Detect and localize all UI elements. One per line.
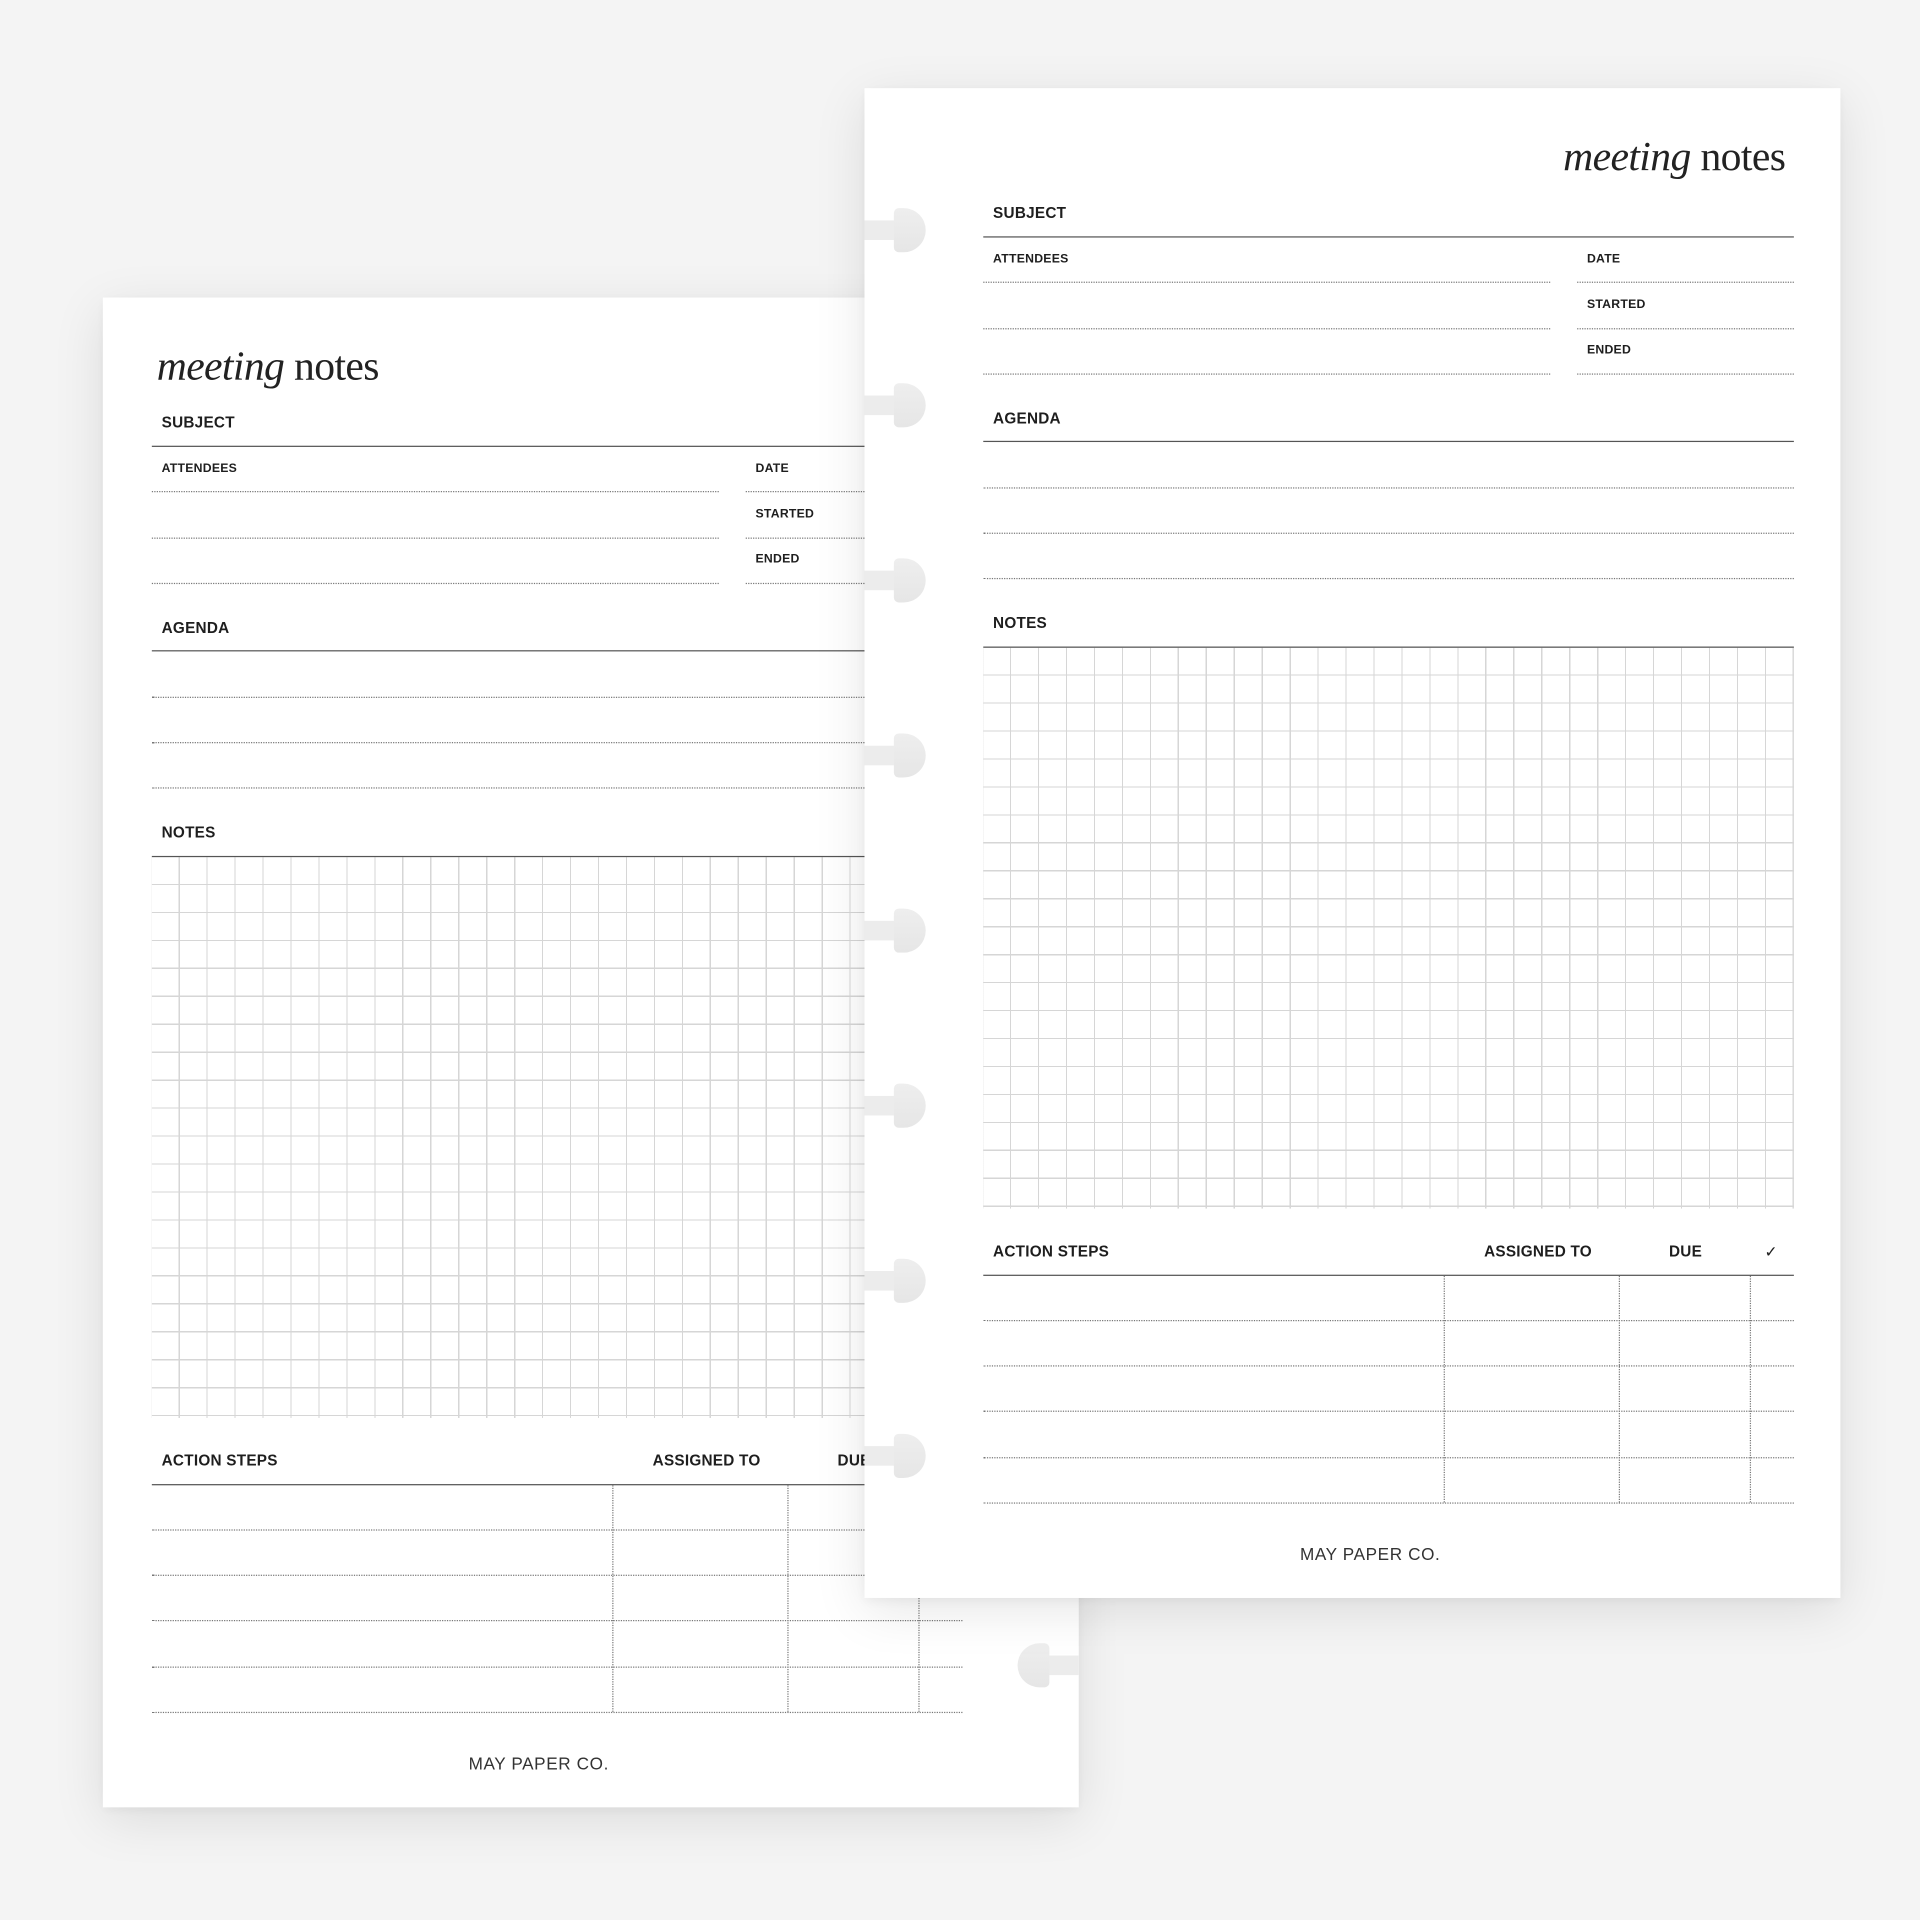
attendees-line: [983, 373, 1551, 375]
action-row-line: [151, 1574, 963, 1576]
action-row-line: [983, 1320, 1794, 1322]
attendees-line: [983, 328, 1551, 330]
action-column-divider: [918, 1485, 920, 1712]
attendees-line: [983, 281, 1551, 283]
agenda-row-line: [151, 696, 963, 698]
action-row-line: [983, 1365, 1794, 1367]
agenda-line: [151, 650, 963, 652]
attendees-label: ATTENDEES: [161, 462, 238, 476]
attendees-line: [151, 537, 719, 539]
time-field-line: [1577, 328, 1794, 330]
agenda-label: AGENDA: [993, 410, 1061, 428]
attendees-line: [151, 491, 719, 493]
time-field-line: [1577, 281, 1794, 283]
action-row-line: [151, 1620, 963, 1622]
disc-binding-tab-icon: [864, 908, 926, 953]
agenda-row-line: [983, 532, 1794, 534]
notes-line: [151, 855, 963, 858]
disc-binding-tab-icon: [864, 383, 926, 428]
action-row-line: [151, 1666, 963, 1668]
time-field-line: [1577, 373, 1794, 375]
notes-grid: [151, 857, 963, 1418]
due-label: DUE: [837, 1452, 871, 1470]
disc-binding-tab-icon: [864, 208, 926, 253]
subject-label: SUBJECT: [161, 413, 235, 432]
title-regular: notes: [1700, 134, 1786, 181]
disc-binding-tab-icon: [864, 733, 926, 778]
assigned-to-label: ASSIGNED TO: [1484, 1242, 1592, 1261]
footer-brand: MAY PAPER CO.: [1300, 1544, 1441, 1564]
footer-brand: MAY PAPER CO.: [468, 1753, 609, 1774]
ended-label: ENDED: [1586, 343, 1632, 357]
notes-line: [983, 646, 1794, 648]
action-steps-line: [151, 1484, 963, 1486]
date-label: DATE: [755, 462, 789, 476]
notes-label: NOTES: [161, 824, 216, 842]
started-label: STARTED: [755, 507, 815, 522]
due-label: DUE: [1668, 1242, 1703, 1261]
disc-binding-tab-icon: [864, 1258, 926, 1303]
notes-grid: [983, 647, 1794, 1209]
action-steps-label: ACTION STEPS: [161, 1452, 278, 1470]
disc-binding-tab-icon: [1017, 1643, 1079, 1688]
agenda-label: AGENDA: [161, 619, 230, 637]
attendees-label: ATTENDEES: [993, 252, 1069, 267]
action-steps-line: [983, 1274, 1794, 1276]
action-row-line: [983, 1502, 1794, 1504]
checkmark-icon: ✓: [1764, 1243, 1778, 1261]
title-italic: meeting: [1563, 134, 1691, 181]
disc-binding-tab-icon: [864, 558, 926, 603]
started-label: STARTED: [1586, 298, 1646, 312]
agenda-row-line: [983, 577, 1794, 580]
action-row-line: [151, 1711, 963, 1714]
action-row-line: [151, 1529, 963, 1531]
action-column-divider: [1618, 1275, 1621, 1503]
action-steps-label: ACTION STEPS: [993, 1242, 1110, 1261]
title-regular: notes: [294, 344, 379, 390]
action-row-line: [983, 1410, 1794, 1412]
disc-binding-tab-icon: [864, 1433, 926, 1478]
action-column-divider: [1749, 1275, 1752, 1503]
page-title: meeting notes: [156, 344, 380, 391]
action-column-divider: [787, 1485, 789, 1712]
time-field-line: [745, 582, 963, 585]
agenda-row-line: [983, 487, 1794, 489]
date-label: DATE: [1586, 252, 1621, 267]
assigned-to-label: ASSIGNED TO: [652, 1452, 761, 1470]
ended-label: ENDED: [755, 552, 800, 567]
meeting-notes-page-right: meeting notes SUBJECT ATTENDEES DATE STARTED…: [864, 88, 1841, 1598]
subject-line: [151, 445, 963, 447]
agenda-row-line: [151, 742, 963, 744]
agenda-row-line: [151, 787, 963, 789]
time-field-line: [745, 537, 963, 539]
time-field-line: [745, 491, 963, 493]
disc-binding-tab-icon: [864, 1083, 926, 1128]
notes-label: NOTES: [993, 614, 1048, 632]
action-column-divider: [612, 1485, 614, 1712]
page-title: meeting notes: [1563, 134, 1786, 182]
subject-line: [983, 236, 1794, 238]
subject-label: SUBJECT: [993, 204, 1067, 222]
title-italic: meeting: [156, 344, 285, 390]
agenda-line: [983, 440, 1794, 443]
attendees-line: [151, 582, 719, 585]
action-column-divider: [1443, 1275, 1445, 1503]
action-row-line: [983, 1457, 1794, 1459]
